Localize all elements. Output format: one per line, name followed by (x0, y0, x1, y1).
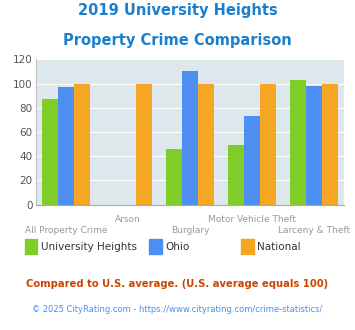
Bar (198, 83, 214, 205)
Bar (306, 86, 322, 205)
Bar (42, 99, 58, 205)
Bar (136, 83, 152, 205)
Bar (228, 145, 244, 205)
Text: Ohio: Ohio (165, 242, 189, 252)
Text: © 2025 CityRating.com - https://www.cityrating.com/crime-statistics/: © 2025 CityRating.com - https://www.city… (32, 305, 323, 314)
Text: Property Crime Comparison: Property Crime Comparison (63, 33, 292, 48)
Bar (260, 83, 276, 205)
Text: Motor Vehicle Theft: Motor Vehicle Theft (208, 215, 296, 224)
Text: Burglary: Burglary (171, 226, 209, 235)
Text: National: National (257, 242, 301, 252)
Bar (244, 116, 260, 205)
Text: Arson: Arson (115, 215, 141, 224)
Text: All Property Crime: All Property Crime (25, 226, 107, 235)
Text: Larceny & Theft: Larceny & Theft (278, 226, 350, 235)
Bar (290, 80, 306, 205)
Bar (58, 87, 74, 205)
Text: Compared to U.S. average. (U.S. average equals 100): Compared to U.S. average. (U.S. average … (26, 279, 329, 289)
Text: 2019 University Heights: 2019 University Heights (78, 3, 277, 18)
Bar (322, 83, 338, 205)
Bar (74, 83, 90, 205)
Bar (182, 72, 198, 205)
Text: University Heights: University Heights (41, 242, 137, 252)
Bar (166, 149, 182, 205)
